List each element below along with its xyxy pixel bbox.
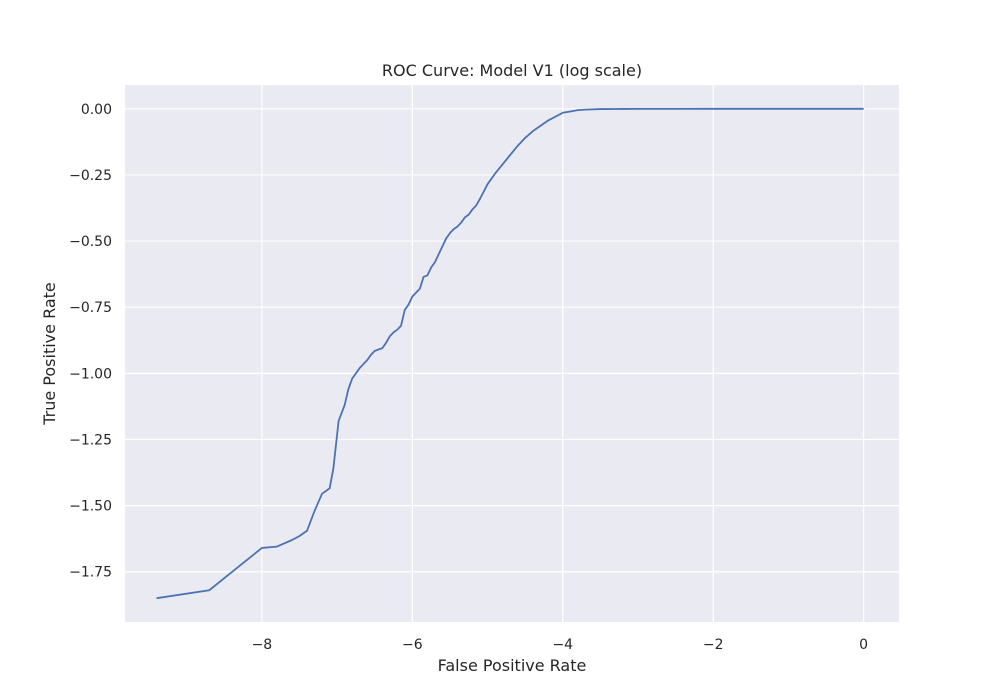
- y-tick-label: −1.75: [69, 565, 112, 581]
- chart-title: ROC Curve: Model V1 (log scale): [382, 61, 642, 80]
- y-tick-label: −0.50: [69, 234, 112, 250]
- x-tick-label: −6: [402, 637, 423, 653]
- plot-background: [125, 85, 899, 622]
- x-tick-label: −8: [252, 637, 273, 653]
- roc-curve-line: [156, 107, 864, 600]
- y-axis-label: True Positive Rate: [40, 282, 59, 426]
- tick-labels: −8 −6 −4 −2 0 0.00 −0.25 −0.50 −0.75 −1.00 −1.25 −1…: [69, 102, 868, 653]
- y-tick-label: −1.25: [69, 432, 112, 448]
- x-tick-label: −4: [552, 637, 573, 653]
- x-tick-label: 0: [859, 637, 868, 653]
- y-tick-label: −0.75: [69, 300, 112, 316]
- x-tick-label: −2: [703, 637, 724, 653]
- series-layer: [156, 107, 864, 600]
- y-tick-label: −0.25: [69, 168, 112, 184]
- y-tick-label: −1.00: [69, 366, 112, 382]
- y-tick-label: 0.00: [81, 102, 112, 118]
- grid-lines: [125, 85, 899, 622]
- y-tick-label: −1.50: [69, 499, 112, 515]
- x-axis-label: False Positive Rate: [438, 656, 587, 675]
